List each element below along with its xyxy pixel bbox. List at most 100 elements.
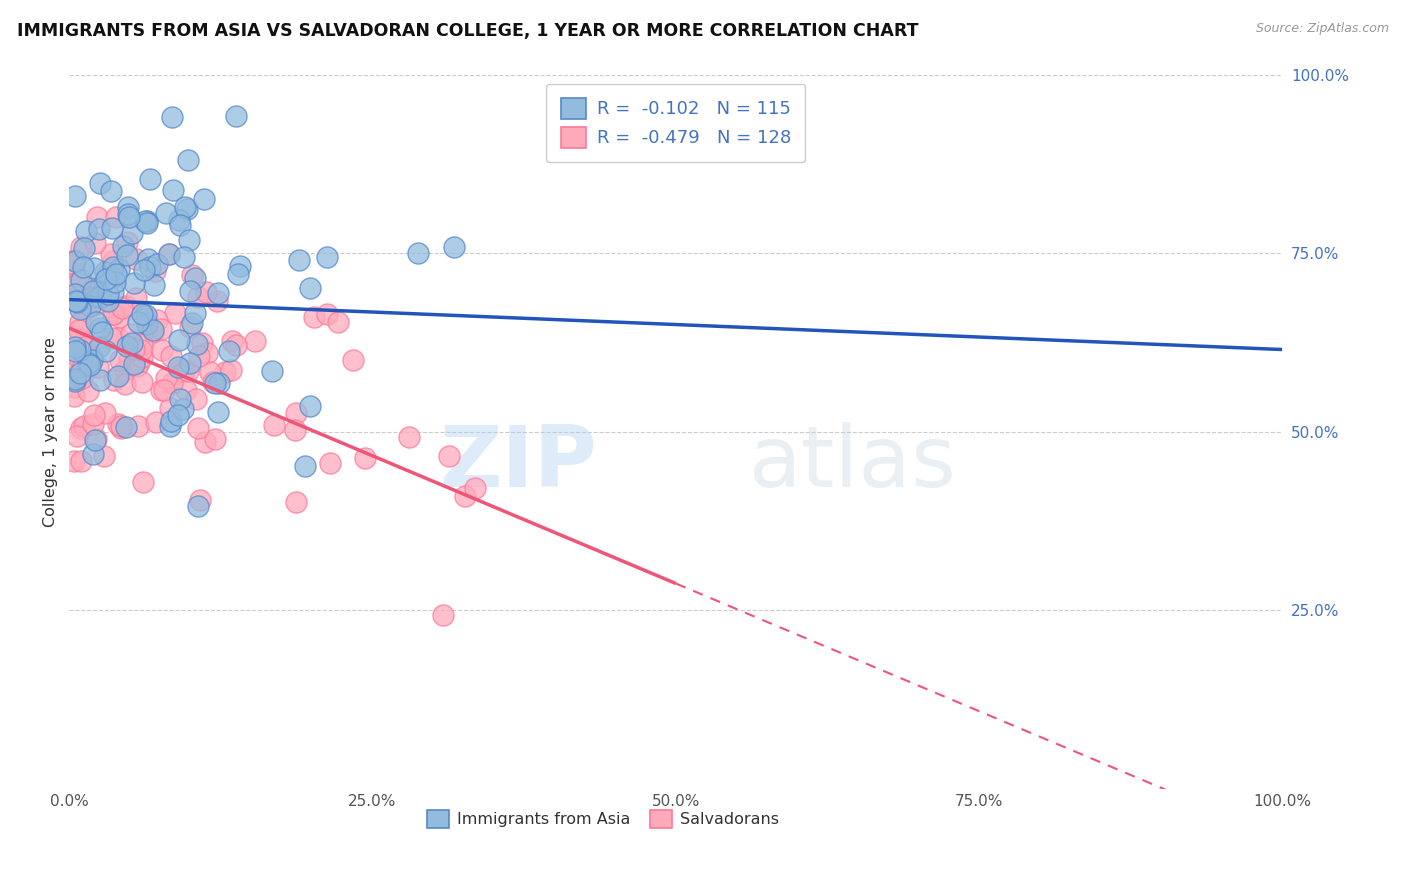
Point: [118, 211, 141, 225]
Point: [115, 339, 138, 353]
Point: [97, 294, 120, 309]
Point: [120, 327, 142, 342]
Point: [69, 302, 91, 317]
Point: [91, 325, 114, 339]
Point: [319, 456, 342, 470]
Point: [69, 343, 91, 358]
Point: [65, 372, 87, 386]
Point: [160, 110, 183, 124]
Point: [65, 253, 87, 268]
Point: [73, 302, 96, 317]
Point: [202, 375, 225, 389]
Point: [93, 449, 115, 463]
Point: [167, 408, 190, 422]
Point: [110, 418, 132, 433]
Point: [69, 366, 91, 380]
Point: [134, 214, 156, 228]
Point: [284, 423, 307, 437]
Point: [84, 315, 107, 329]
Point: [101, 307, 124, 321]
Point: [299, 281, 322, 295]
Point: [159, 419, 181, 434]
Point: [225, 338, 247, 352]
Point: [159, 349, 181, 363]
Point: [167, 360, 190, 375]
Point: [187, 499, 209, 513]
Point: [86, 290, 108, 304]
Point: [84, 433, 107, 447]
Point: [184, 271, 207, 285]
Point: [63, 276, 86, 290]
Point: [179, 320, 201, 334]
Point: [186, 337, 208, 351]
Point: [70, 453, 93, 467]
Point: [143, 263, 166, 277]
Point: [107, 261, 129, 276]
Point: [208, 376, 231, 390]
Point: [219, 363, 242, 377]
Point: [285, 406, 308, 420]
Point: [115, 235, 138, 250]
Point: [83, 281, 105, 295]
Point: [115, 248, 138, 262]
Point: [183, 306, 205, 320]
Point: [167, 212, 190, 227]
Point: [94, 406, 117, 420]
Point: [105, 211, 128, 225]
Point: [114, 299, 136, 313]
Point: [121, 226, 143, 240]
Point: [187, 290, 209, 304]
Point: [107, 369, 129, 384]
Point: [73, 303, 96, 318]
Point: [326, 316, 349, 330]
Point: [65, 367, 87, 381]
Point: [83, 235, 105, 250]
Point: [65, 293, 87, 308]
Point: [160, 376, 183, 391]
Point: [65, 294, 87, 309]
Point: [103, 285, 125, 300]
Point: [136, 216, 159, 230]
Point: [96, 271, 118, 285]
Point: [146, 257, 169, 271]
Point: [173, 250, 195, 264]
Point: [122, 342, 145, 356]
Point: [262, 364, 284, 378]
Point: [70, 421, 93, 435]
Point: [195, 285, 218, 299]
Point: [150, 322, 173, 336]
Point: [198, 365, 221, 379]
Legend: Immigrants from Asia, Salvadorans: Immigrants from Asia, Salvadorans: [420, 803, 786, 834]
Point: [94, 343, 117, 358]
Point: [67, 322, 90, 336]
Point: [142, 325, 165, 339]
Point: [110, 420, 132, 434]
Point: [138, 260, 160, 274]
Point: [153, 383, 176, 397]
Point: [107, 331, 129, 345]
Point: [173, 364, 195, 378]
Point: [117, 351, 139, 366]
Point: [72, 294, 94, 309]
Point: [108, 310, 131, 325]
Point: [79, 299, 101, 313]
Point: [83, 408, 105, 422]
Point: [172, 402, 194, 417]
Point: [65, 189, 87, 203]
Point: [73, 418, 96, 433]
Point: [136, 252, 159, 266]
Point: [155, 370, 177, 384]
Point: [228, 267, 250, 281]
Point: [86, 432, 108, 446]
Point: [163, 306, 186, 320]
Point: [159, 401, 181, 415]
Point: [157, 247, 180, 261]
Point: [174, 383, 197, 397]
Point: [195, 345, 218, 359]
Point: [63, 252, 86, 267]
Point: [181, 268, 204, 283]
Point: [122, 276, 145, 290]
Point: [82, 447, 104, 461]
Point: [342, 353, 364, 368]
Point: [65, 286, 87, 301]
